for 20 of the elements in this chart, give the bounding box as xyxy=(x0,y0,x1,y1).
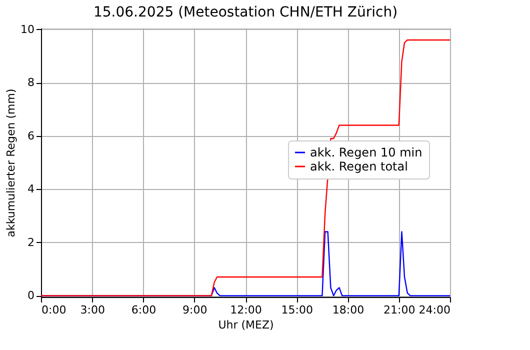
x-tick-label: 15:00 xyxy=(281,304,313,316)
x-tick-label: 18:00 xyxy=(332,304,364,316)
legend-label: akk. Regen total xyxy=(310,160,408,174)
x-tick-label: 9:00 xyxy=(182,304,208,316)
y-tick-label: 4 xyxy=(28,182,34,196)
x-tick-label: 12:00 xyxy=(230,304,262,316)
x-tick-label: 0:00 xyxy=(42,304,66,316)
x-tick-label: 24:00 xyxy=(418,304,450,316)
y-tick-label: 8 xyxy=(28,76,34,90)
y-axis-title: akkumulierter Regen (mm) xyxy=(4,88,18,238)
y-tick-label: 2 xyxy=(28,236,34,249)
y-tick-label: 10 xyxy=(20,22,34,36)
y-tick-label: 6 xyxy=(28,129,34,142)
x-tick-label: 21:00 xyxy=(384,304,416,316)
x-tick-label: 3:00 xyxy=(80,304,105,316)
y-tick-label: 0 xyxy=(28,289,34,302)
chart-title: 15.06.2025 (Meteostation CHN/ETH Zürich) xyxy=(93,4,398,20)
x-tick-label: 6:00 xyxy=(131,304,156,316)
x-axis-title: Uhr (MEZ) xyxy=(218,318,274,332)
legend-label: akk. Regen 10 min xyxy=(310,146,422,160)
